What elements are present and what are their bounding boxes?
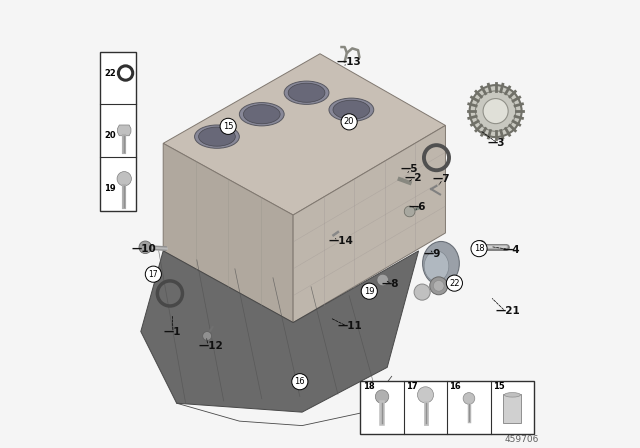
Text: —3: —3 — [488, 138, 506, 148]
Ellipse shape — [239, 103, 284, 126]
Ellipse shape — [333, 100, 370, 119]
Text: 16: 16 — [294, 377, 305, 386]
Ellipse shape — [422, 241, 460, 285]
Ellipse shape — [504, 392, 520, 397]
Circle shape — [361, 283, 378, 299]
Text: —2: —2 — [404, 173, 422, 183]
Circle shape — [414, 284, 430, 300]
Circle shape — [470, 85, 522, 137]
Text: —6: —6 — [409, 202, 426, 212]
Circle shape — [220, 118, 236, 134]
Text: —4: —4 — [503, 245, 520, 255]
Text: —21: —21 — [495, 306, 520, 316]
Circle shape — [483, 99, 508, 124]
Text: 20: 20 — [104, 131, 116, 140]
Text: 22: 22 — [449, 279, 460, 288]
Text: 18: 18 — [362, 382, 374, 391]
Text: —5: —5 — [401, 164, 418, 174]
Polygon shape — [118, 125, 131, 136]
Circle shape — [375, 390, 388, 403]
Ellipse shape — [195, 125, 239, 148]
Text: 19: 19 — [104, 184, 116, 193]
Text: —10: —10 — [132, 244, 157, 254]
Text: 15: 15 — [223, 122, 234, 131]
Polygon shape — [293, 125, 445, 323]
Text: 18: 18 — [474, 244, 484, 253]
Text: —8: —8 — [382, 279, 399, 289]
Circle shape — [377, 274, 388, 286]
Circle shape — [471, 241, 487, 257]
Text: —11: —11 — [337, 321, 362, 331]
Text: —9: —9 — [424, 250, 442, 259]
Text: 20: 20 — [344, 117, 355, 126]
Text: —7: —7 — [433, 174, 451, 184]
Circle shape — [341, 114, 357, 130]
Circle shape — [292, 374, 308, 390]
Polygon shape — [163, 54, 445, 215]
Circle shape — [145, 266, 161, 282]
Ellipse shape — [288, 83, 325, 102]
Circle shape — [139, 241, 152, 254]
Polygon shape — [163, 143, 293, 323]
Polygon shape — [141, 251, 419, 412]
FancyBboxPatch shape — [100, 52, 136, 211]
Ellipse shape — [198, 127, 236, 146]
Ellipse shape — [284, 81, 329, 104]
Circle shape — [203, 332, 212, 340]
FancyBboxPatch shape — [504, 394, 522, 422]
Text: 459706: 459706 — [504, 435, 539, 444]
Ellipse shape — [329, 98, 374, 121]
Ellipse shape — [243, 105, 280, 124]
FancyBboxPatch shape — [360, 381, 534, 434]
Text: —14: —14 — [328, 236, 353, 246]
Text: 22: 22 — [104, 69, 116, 78]
Circle shape — [417, 387, 433, 403]
Ellipse shape — [476, 241, 486, 254]
Text: 17: 17 — [148, 270, 158, 279]
Circle shape — [430, 277, 448, 295]
Text: —1: —1 — [163, 327, 180, 337]
Circle shape — [446, 275, 463, 291]
Text: 15: 15 — [493, 382, 505, 391]
Text: 17: 17 — [406, 382, 418, 391]
Circle shape — [463, 392, 475, 404]
Ellipse shape — [424, 251, 449, 281]
Circle shape — [404, 206, 415, 217]
Circle shape — [433, 280, 444, 291]
Text: —13: —13 — [336, 57, 361, 67]
Circle shape — [117, 172, 131, 186]
Text: 16: 16 — [449, 382, 461, 391]
Text: —12: —12 — [198, 341, 223, 351]
Text: 19: 19 — [364, 287, 374, 296]
